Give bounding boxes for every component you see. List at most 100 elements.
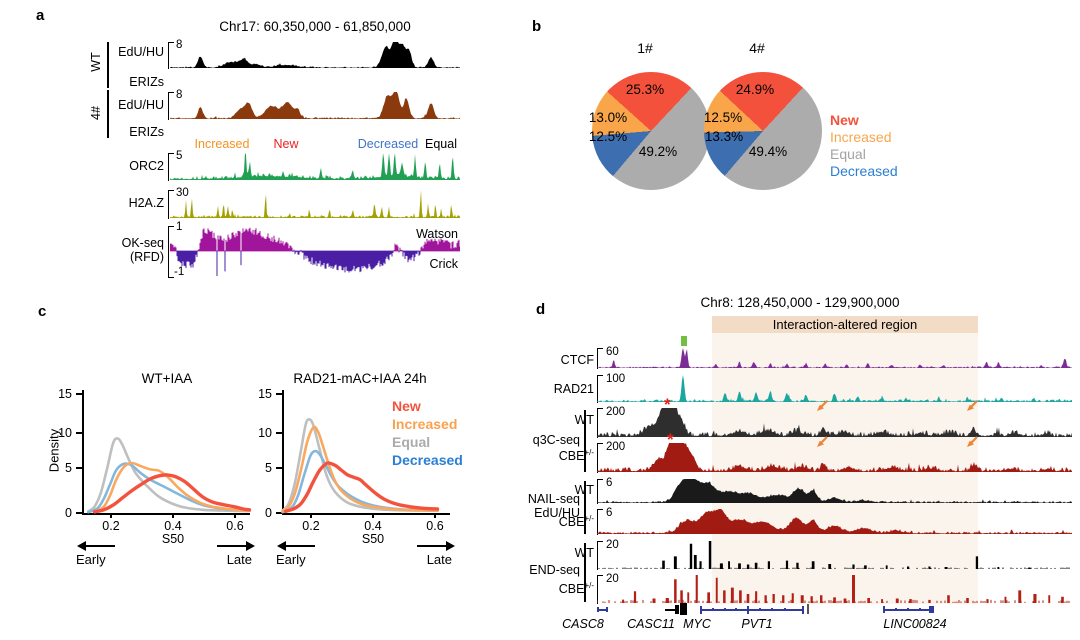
gene-casc8-tick1 xyxy=(597,607,599,612)
row-label-q3c-cbe: CBE+/- xyxy=(520,448,594,464)
scale-edu-4: 8 xyxy=(176,89,183,101)
gene-myc-exon xyxy=(680,603,687,615)
scale-bracket-q3c-cbe xyxy=(597,443,603,473)
track-erizs-wt xyxy=(170,77,460,86)
plot2-late-arrow-line xyxy=(417,545,447,547)
legend-c-equal: Equal xyxy=(392,434,431,450)
pie2-new-pct: 24.9% xyxy=(735,82,775,97)
plot2-late-label: Late xyxy=(426,552,452,567)
green-square-marker xyxy=(681,336,687,346)
plot1-xlabel-02: 0.2 xyxy=(102,519,120,533)
scale-bracket-ctcf xyxy=(597,348,603,369)
group-q3c-label: q3C-seq xyxy=(532,433,580,447)
scale-bracket-nail-cbe xyxy=(597,509,603,535)
gene-label-myc: MYC xyxy=(683,617,711,631)
plot2-ylabel-0: 0 xyxy=(265,506,272,520)
group-nail-label-2: EdU/HU xyxy=(534,506,580,520)
panel-a-letter: a xyxy=(36,7,45,24)
plot2-ytick-0 xyxy=(276,512,282,514)
plot1-curves xyxy=(87,437,252,514)
plot1-ylabel-10: 10 xyxy=(58,426,72,440)
group-end-bracket xyxy=(584,543,586,602)
track-edu-hu-wt xyxy=(170,42,460,68)
track-nail-cbe xyxy=(597,509,1072,534)
scale-bracket-end-wt xyxy=(597,541,603,570)
group-nail-label-1: NAIL-seq xyxy=(527,492,580,506)
legend-c-increased: Increased xyxy=(392,416,458,432)
track-end-cbe xyxy=(597,575,1072,603)
plot1-xlabel-06: 0.6 xyxy=(226,519,244,533)
panel-d-title: Chr8: 128,450,000 - 129,900,000 xyxy=(700,295,900,310)
plot2-curves xyxy=(281,418,440,514)
plot1-xlabel-04: 0.4 xyxy=(164,519,182,533)
track-orc2 xyxy=(170,153,460,180)
scale-bracket-orc2 xyxy=(168,153,174,181)
scale-bracket-rad21 xyxy=(597,375,603,403)
gene-pvt1-dot1 xyxy=(712,608,714,610)
gene-label-casc8: CASC8 xyxy=(562,617,604,631)
plot1-xtick-02 xyxy=(110,513,112,518)
row-label-q3c-wt: WT xyxy=(574,413,594,427)
gene-pvt1-body xyxy=(700,609,803,611)
legend-c-decreased: Decreased xyxy=(392,452,463,468)
pie1-title: 1# xyxy=(637,40,653,56)
plot1-late-arrowhead xyxy=(246,541,255,551)
track-nail-wt xyxy=(597,479,1072,503)
cbe-sup: +/- xyxy=(584,581,594,590)
legend-increased: Increased xyxy=(830,129,892,145)
scale-bracket-edu-4 xyxy=(168,92,174,120)
plot1-early-arrowhead xyxy=(77,541,86,551)
plot1-x-axis xyxy=(82,513,250,515)
plot1-ylabel-0: 0 xyxy=(65,506,72,520)
plot2-early-arrow-line xyxy=(285,545,315,547)
group-4-label: 4# xyxy=(89,106,103,120)
pie2-equal-pct: 49.4% xyxy=(748,144,788,159)
orange-arrow-wt-2 xyxy=(967,400,978,411)
plot1-late-label: Late xyxy=(226,552,252,567)
plot2-xlabel-06: 0.6 xyxy=(426,519,444,533)
interaction-region-header xyxy=(712,316,978,333)
legend-c-new: New xyxy=(392,398,421,414)
gene-casc11-exon xyxy=(675,605,679,614)
gene-pvt1-dot5 xyxy=(771,608,773,610)
plot1-late-arrow-line xyxy=(217,545,247,547)
panel-b-letter: b xyxy=(532,18,542,35)
track-rad21 xyxy=(597,375,1072,402)
track-erizs-4 xyxy=(170,127,460,137)
plot2-ylabel-15: 15 xyxy=(258,387,272,401)
scale-nail-cbe: 6 xyxy=(606,507,613,519)
plot2-xlabel-04: 0.4 xyxy=(364,519,382,533)
plot2-title: RAD21-mAC+IAA 24h xyxy=(293,371,427,386)
plot1-y-axis xyxy=(82,390,84,514)
scale-h2az: 30 xyxy=(176,187,189,199)
group-nail-bracket xyxy=(584,481,586,534)
row-label-orc2: ORC2 xyxy=(129,159,164,173)
plot1-title: WT+IAA xyxy=(141,371,193,386)
crick-label: Crick xyxy=(429,257,458,271)
cbe-sup: +/- xyxy=(584,514,594,523)
panel-b: b 1# 4# 25.3% 13.0% 12.5% 49.2% 24.9% 12… xyxy=(520,0,1080,235)
plot2-xtick-06 xyxy=(434,513,436,518)
pie-chart-1 xyxy=(592,72,710,190)
gene-label-linc00824: LINC00824 xyxy=(883,617,947,631)
row-label-end-wt: WT xyxy=(574,546,594,560)
row-label-erizs-wt: ERIZs xyxy=(129,75,164,89)
category-label-increased: Increased xyxy=(194,137,250,151)
pie2-decreased-pct: 13.3% xyxy=(704,129,744,144)
plot2-xlabel-02: 0.2 xyxy=(302,519,320,533)
track-h2az xyxy=(170,190,460,218)
row-label-okseq: OK-seq xyxy=(121,236,164,250)
plot2-y-axis xyxy=(282,390,284,514)
row-label-ctcf: CTCF xyxy=(560,353,594,367)
gene-pvt1-dot4 xyxy=(759,608,761,610)
plot1-ytick-10 xyxy=(76,432,82,434)
plot2-ytick-5 xyxy=(276,467,282,469)
scale-orc2: 5 xyxy=(176,150,183,162)
pie1-increased-pct: 13.0% xyxy=(588,110,628,125)
row-label-rad21: RAD21 xyxy=(553,382,594,396)
plot1-ytick-15 xyxy=(76,393,82,395)
gene-casc8-tick2 xyxy=(606,607,608,612)
plot2-late-arrowhead xyxy=(446,541,455,551)
plot2-ylabel-10: 10 xyxy=(258,426,272,440)
watson-label: Watson xyxy=(416,227,458,241)
